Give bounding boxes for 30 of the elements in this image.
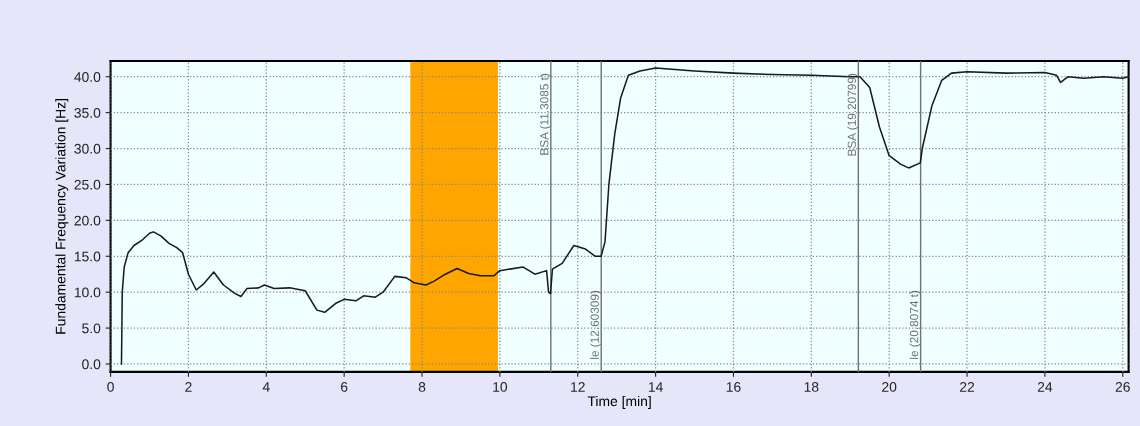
y-tick-label: 15.0: [74, 251, 101, 262]
ref-line-label: le (20.8074 t): [909, 290, 921, 359]
x-tick-label: 14: [648, 382, 663, 392]
x-tick-label: 24: [1037, 381, 1053, 392]
ref-line-label: le (12.60309): [590, 290, 602, 359]
x-tick-label: 10: [493, 381, 508, 392]
x-tick-label: 0: [107, 381, 114, 392]
y-tick-label: 35.0: [74, 107, 101, 118]
y-tick-label: 0.0: [82, 359, 101, 370]
x-tick-label: 22: [960, 381, 975, 392]
line-series: [120, 67, 1129, 365]
x-tick-label: 2: [185, 381, 192, 392]
y-tick-label: 20.0: [74, 215, 101, 226]
y-axis-title: Fundamental Frequency Variation [Hz]: [55, 99, 69, 334]
y-tick-label: 30.0: [74, 143, 101, 154]
ref-line-label: BSA (11.3085 t): [539, 73, 551, 155]
x-tick-label: 8: [418, 381, 426, 392]
x-tick-label: 12: [571, 381, 585, 392]
y-tick-label: 25.0: [74, 179, 101, 190]
x-axis-title: Time [min]: [587, 395, 651, 409]
x-tick-label: 18: [804, 381, 819, 392]
y-tick-label: 5.0: [82, 323, 101, 334]
y-tick-label: 40.0: [74, 72, 101, 82]
x-tick-label: 16: [726, 381, 741, 392]
x-tick-label: 6: [341, 381, 348, 392]
y-tick-label: 10.0: [74, 287, 101, 298]
ref-line-label: BSA (19.20799): [847, 73, 859, 156]
x-tick-label: 20: [882, 381, 897, 392]
x-tick-label: 26: [1115, 381, 1130, 392]
x-tick-label: 4: [262, 382, 270, 392]
